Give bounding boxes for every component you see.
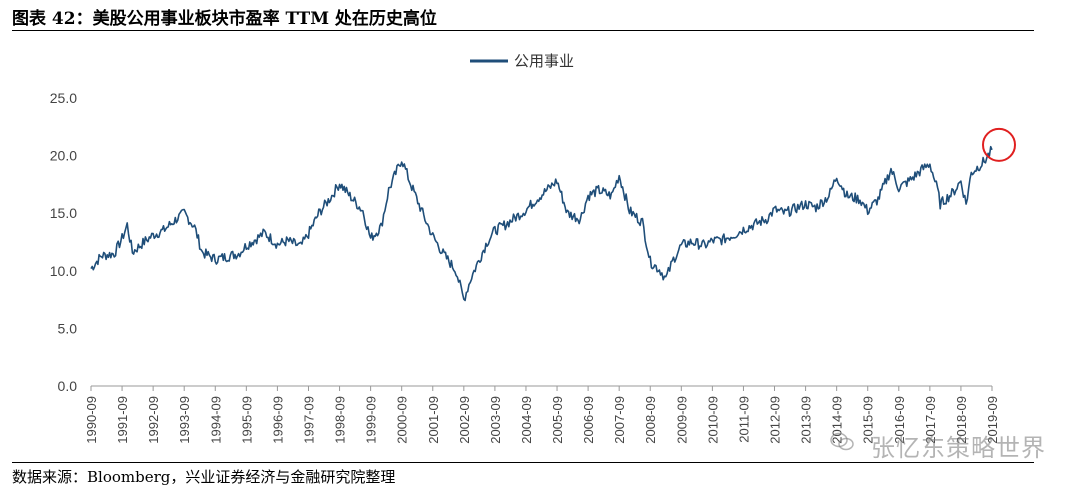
x-tick-label: 1991-09 [115,396,130,444]
x-tick-label: 1996-09 [270,396,285,444]
x-tick-label: 2007-09 [612,396,627,444]
x-tick-label: 2017-09 [923,396,938,444]
x-tick-label: 2003-09 [488,396,503,444]
x-tick-label: 1997-09 [301,396,316,444]
y-axis: 0.0 5.0 10.0 15.0 20.0 25.0 [50,90,77,394]
x-tick-label: 2016-09 [892,396,907,444]
x-tick-label: 2010-09 [705,396,720,444]
x-tick-label: 1995-09 [239,396,254,444]
y-tick-label: 5.0 [58,320,78,336]
x-tick-label: 2006-09 [581,396,596,444]
highlight-circle [982,127,1016,162]
source-rule [12,462,1034,463]
x-tick-label: 1999-09 [364,396,379,444]
x-tick-label: 1994-09 [208,396,223,444]
series-group [90,145,993,302]
x-tick-label: 1998-09 [333,396,348,444]
x-tick-label: 2019-09 [985,396,1000,444]
x-tick-label: 2002-09 [457,396,472,444]
x-tick-label: 2013-09 [799,396,814,444]
data-source: 数据来源：Bloomberg，兴业证券经济与金融研究院整理 [12,468,396,486]
x-tick-label: 1992-09 [146,396,161,444]
wechat-icon [830,432,854,451]
y-tick-label: 20.0 [50,148,77,164]
figure-title: 图表 42：美股公用事业板块市盈率 TTM 处在历史高位 [12,9,437,29]
x-tick-label: 2004-09 [519,396,534,444]
x-tick-label: 2005-09 [550,396,565,444]
y-tick-label: 0.0 [58,378,78,394]
chart-legend: 公用事业 [470,52,574,70]
x-tick-label: 1993-09 [177,396,192,444]
x-axis: 1990-09 1991-09 1992-09 1993-09 1994-09 1995-… [84,385,1000,444]
series-line-utilities [90,145,993,302]
y-tick-label: 25.0 [50,90,77,106]
title-rule [12,30,1034,31]
x-tick-label: 2014-09 [830,396,845,444]
x-tick-label: 2018-09 [954,396,969,444]
y-tick-label: 15.0 [50,205,77,221]
x-tick-label: 2012-09 [768,396,783,444]
legend-label: 公用事业 [514,52,574,70]
y-tick-label: 10.0 [50,263,77,279]
watermark-text: 张忆东策略世界 [871,434,1046,462]
x-tick-label: 2000-09 [395,396,410,444]
x-tick-label: 1990-09 [84,396,99,444]
x-tick-label: 2009-09 [674,396,689,444]
x-tick-label: 2008-09 [643,396,658,444]
x-tick-label: 2015-09 [861,396,876,444]
x-tick-label: 2011-09 [736,396,751,443]
annotation-group [982,127,1016,162]
x-tick-label: 2001-09 [426,396,441,444]
